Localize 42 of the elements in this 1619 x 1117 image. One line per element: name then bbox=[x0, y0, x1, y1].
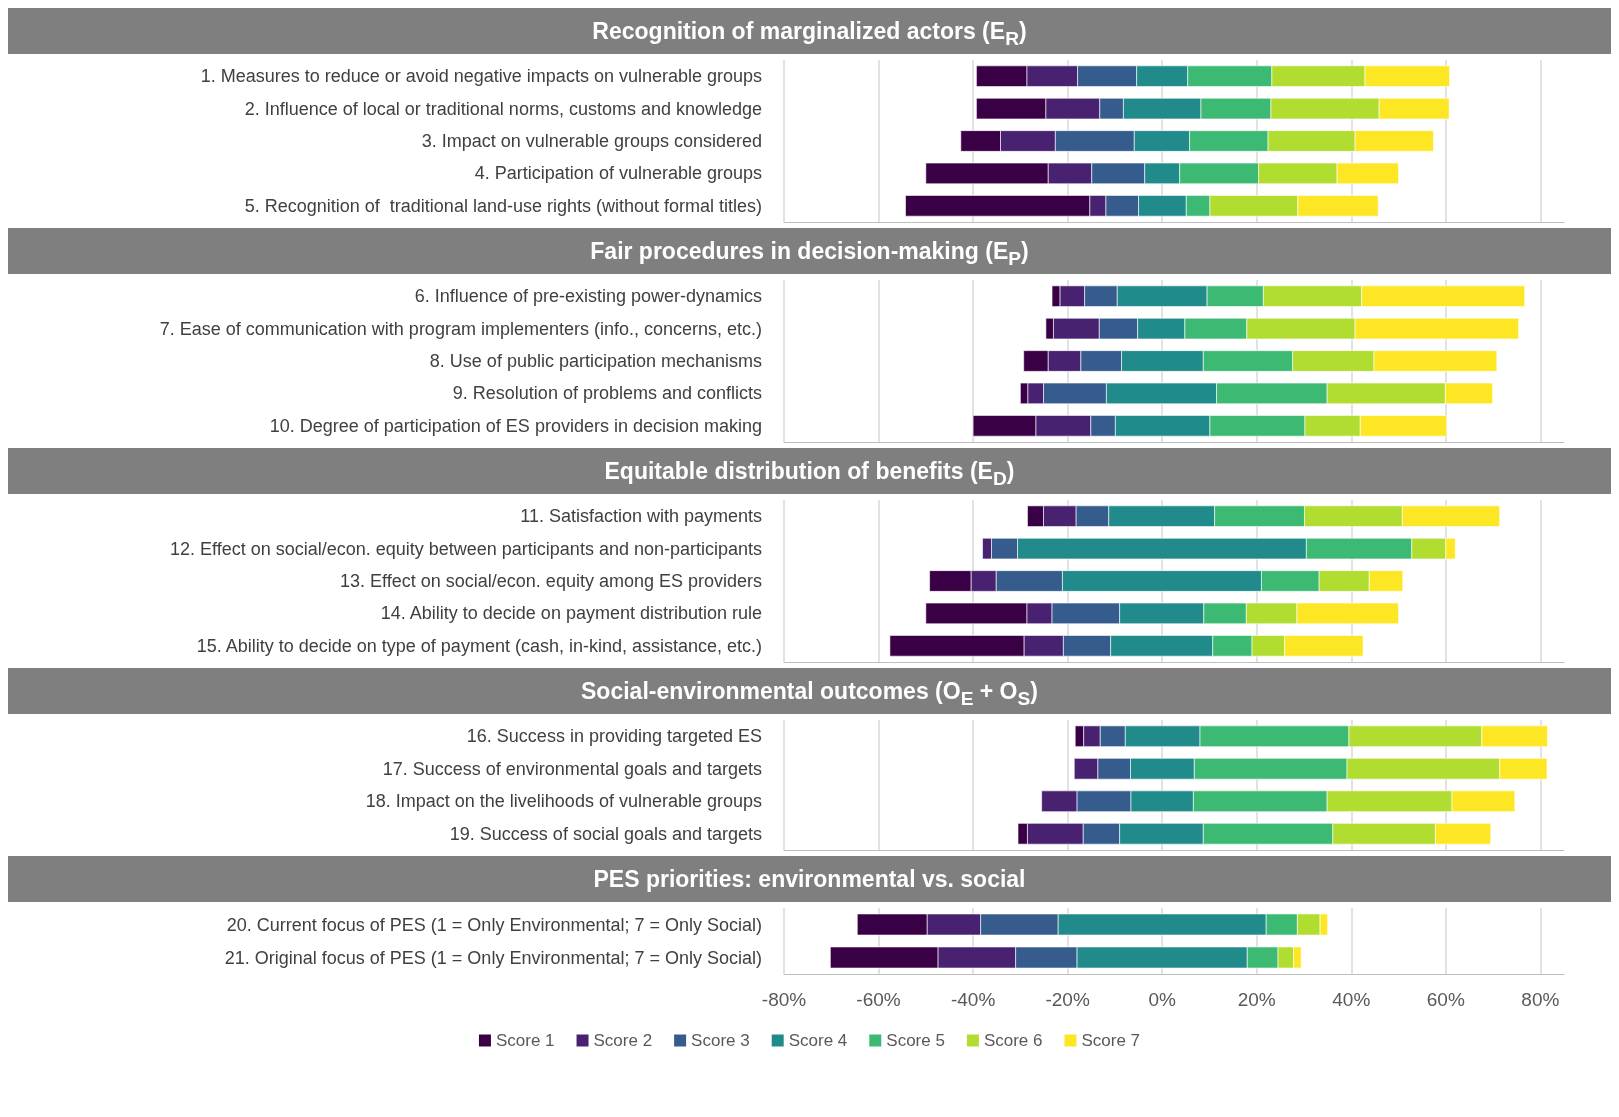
y-tick-label: 17. Success of environmental goals and targets bbox=[382, 758, 762, 779]
chart-title: Equitable distribution of benefits (E$_{D}$) bbox=[8, 448, 1611, 494]
y-tick-label: 16. Success in providing targeted ES bbox=[466, 726, 762, 747]
y-tick-label: 4. Participation of vulnerable groups bbox=[474, 163, 762, 184]
y-tick-label: 15. Ability to decide on type of payment (cash, in-kind, assistance, etc.) bbox=[196, 635, 762, 656]
y-tick-label: 18. Impact on the livelihoods of vulnerable groups bbox=[365, 791, 762, 812]
legend-label: Score 6 bbox=[983, 1031, 1043, 1050]
y-tick-label: 13. Effect on social/econ. equity among ES providers bbox=[340, 571, 762, 591]
y-tick-label: 10. Degree of participation of ES providers in decision making bbox=[269, 415, 762, 436]
chart-title: Fair procedures in decision-making (E$_{P}$) bbox=[8, 228, 1611, 274]
x-tick-label: -40% bbox=[950, 989, 996, 1010]
y-tick-label: 1. Measures to reduce or avoid negative impacts on vulnerable groups bbox=[200, 66, 762, 87]
chart-title: Social-environmental outcomes (O$_{E}$ + O$_{S}$) bbox=[8, 668, 1611, 714]
y-tick-label: 21. Original focus of PES (1 = Only Environmental; 7 = Only Social) bbox=[224, 947, 762, 968]
legend-label: Score 5 bbox=[886, 1031, 945, 1050]
y-tick-label: 2. Influence of local or traditional norms, customs and knowledge bbox=[244, 98, 762, 119]
x-tick-label: 0% bbox=[1148, 989, 1177, 1010]
y-tick-label: 11. Satisfaction with payments bbox=[520, 506, 762, 527]
y-tick-label: 19. Success of social goals and targets bbox=[449, 823, 762, 844]
x-tick-label: 40% bbox=[1332, 989, 1371, 1010]
y-tick-label: 6. Influence of pre-existing power-dynamics bbox=[414, 286, 762, 307]
y-tick-label: 20. Current focus of PES (1 = Only Environmental; 7 = Only Social) bbox=[226, 914, 762, 935]
x-tick-label: -80% bbox=[761, 989, 807, 1010]
y-tick-label: 7. Ease of communication with program implementers (info., concerns, etc.) bbox=[159, 318, 762, 339]
legend-label: Score 3 bbox=[691, 1031, 750, 1050]
legend-label: Score 4 bbox=[788, 1031, 848, 1050]
y-tick-label: 8. Use of public participation mechanisms bbox=[429, 351, 762, 371]
x-tick-label: 20% bbox=[1237, 989, 1276, 1010]
legend-label: Score 7 bbox=[1081, 1031, 1141, 1050]
y-tick-label: 14. Ability to decide on payment distribution rule bbox=[380, 603, 762, 624]
x-tick-label: -60% bbox=[856, 989, 901, 1010]
y-tick-label: 5. Recognition of traditional land-use rights (without formal titles) bbox=[244, 195, 762, 216]
x-tick-label: 60% bbox=[1426, 989, 1465, 1010]
y-tick-label: 3. Impact on vulnerable groups considered bbox=[421, 131, 762, 151]
y-tick-label: 12. Effect on social/econ. equity between participants and non-participants bbox=[169, 538, 762, 559]
legend-label: Score 1 bbox=[495, 1031, 555, 1050]
chart-title: Recognition of marginalized actors (E$_{R}$) bbox=[8, 8, 1611, 54]
x-tick-label: -20% bbox=[1045, 989, 1090, 1010]
y-tick-label: 9. Resolution of problems and conflicts bbox=[452, 383, 762, 404]
legend-label: Score 2 bbox=[593, 1031, 653, 1050]
x-tick-label: 80% bbox=[1521, 989, 1560, 1010]
chart-title: PES priorities: environmental vs. social bbox=[8, 856, 1611, 902]
